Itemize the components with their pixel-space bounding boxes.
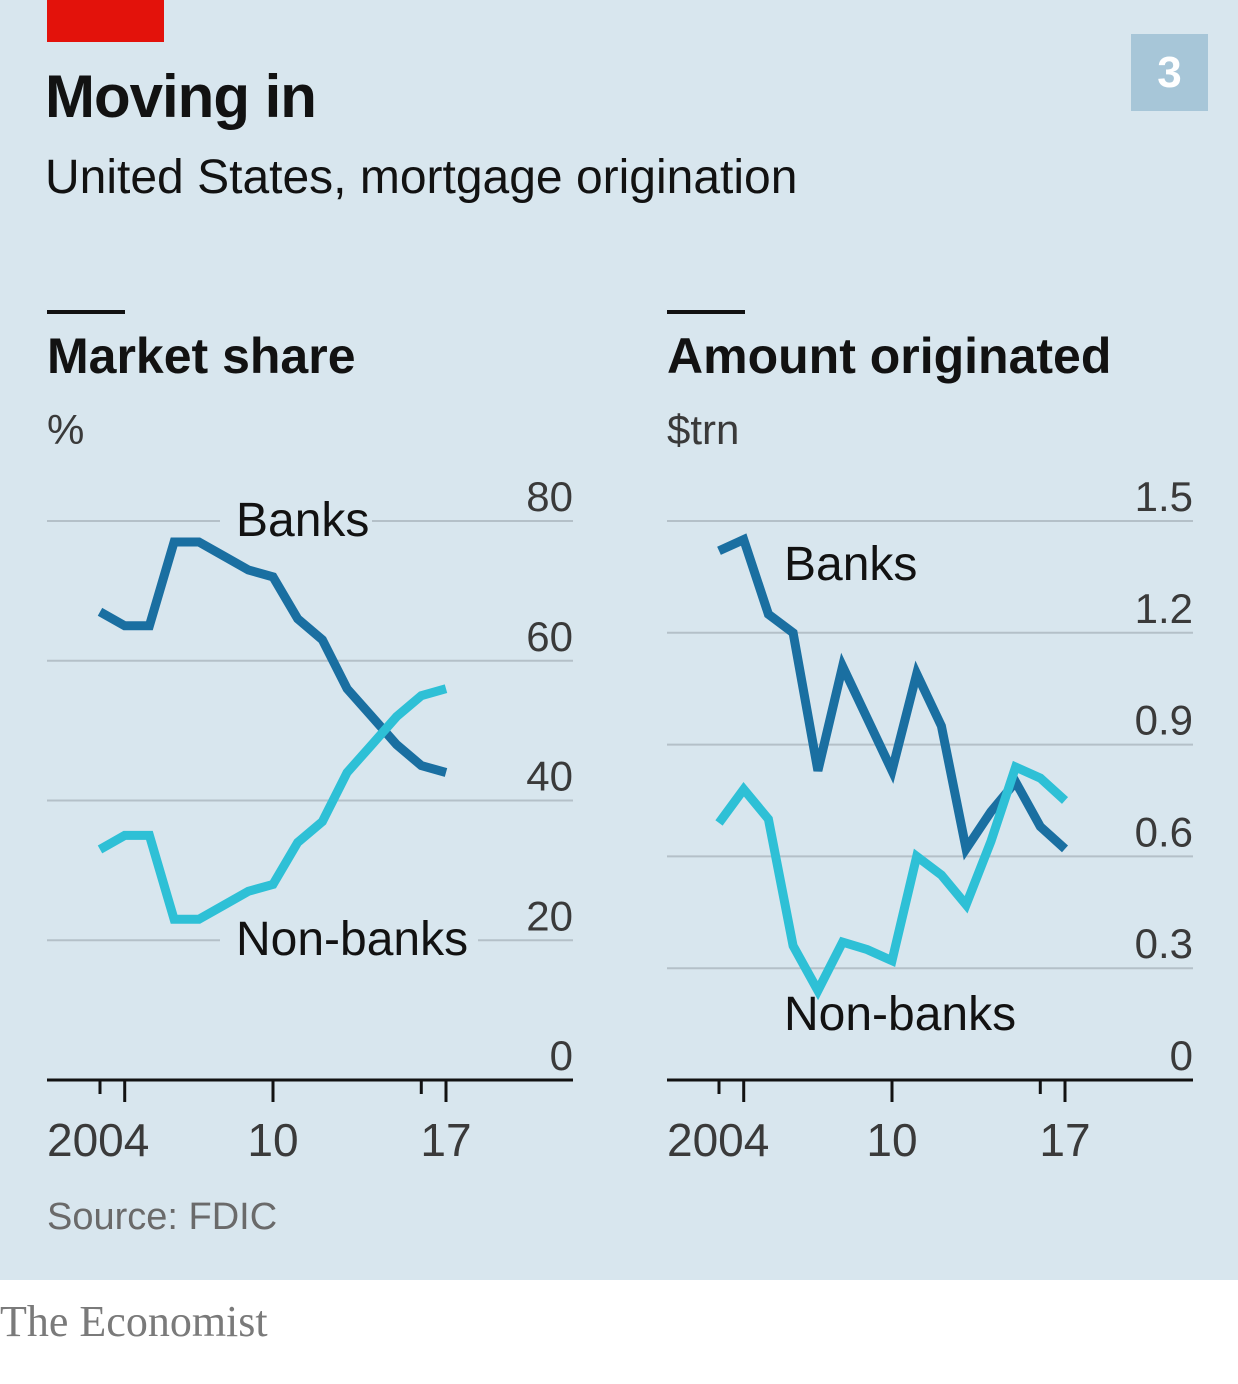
- panel2-nonbanks-label: Non-banks: [784, 988, 1016, 1041]
- brand-logo: The Economist: [0, 1297, 268, 1346]
- chart-subtitle: United States, mortgage origination: [45, 151, 798, 204]
- panel2-title-rule: [667, 310, 745, 314]
- panel1-y-tick-label: 20: [526, 892, 573, 939]
- panel1-title-rule: [47, 310, 125, 314]
- panel1-y-tick-label: 40: [526, 753, 573, 800]
- panel2-y-tick-label: 0.6: [1135, 808, 1193, 855]
- panel1-y-tick-label: 80: [526, 473, 573, 520]
- chart-panel: [0, 0, 1238, 1280]
- panel1-label-gap: [220, 517, 372, 525]
- panel2-y-tick-label: 1.2: [1135, 585, 1193, 632]
- panel2-y-tick-label: 1.5: [1135, 473, 1193, 520]
- panel2-banks-label: Banks: [784, 538, 917, 591]
- panel1-y-tick-label: 0: [550, 1032, 573, 1079]
- panel2-x-tick-label: 2004: [667, 1114, 769, 1166]
- panel1-nonbanks-label: Non-banks: [236, 913, 468, 966]
- panel2-y-tick-label: 0.3: [1135, 920, 1193, 967]
- red-accent-bar: [47, 0, 164, 42]
- panel2-unit-label: $trn: [667, 406, 739, 453]
- panel1-label-gap: [220, 936, 478, 944]
- chart-title: Moving in: [45, 63, 317, 130]
- panel1-x-tick-label: 2004: [47, 1114, 149, 1166]
- panel2-nonbanks-line: [715, 760, 1069, 1001]
- panel2-y-tick-label: 0: [1170, 1032, 1193, 1079]
- panel1-banks-label: Banks: [236, 494, 369, 547]
- panel1-x-tick-label: 17: [420, 1114, 471, 1166]
- panel2-y-tick-label: 0.9: [1135, 697, 1193, 744]
- panel1-banks-line: [97, 537, 448, 777]
- panel2-title: Amount originated: [667, 328, 1111, 384]
- panel1-y-tick-label: 60: [526, 613, 573, 660]
- chart-number-badge: 3: [1131, 34, 1208, 111]
- panel1-nonbanks-line: [97, 684, 448, 924]
- panel1-title: Market share: [47, 328, 356, 384]
- charts-canvas: Market share% 0 20 40 60 80 2004 10 17 Banks Non-b…: [47, 310, 1193, 1166]
- source-note: Source: FDIC: [47, 1196, 278, 1238]
- panel1-unit-label: %: [47, 406, 84, 453]
- panel1-x-tick-label: 10: [247, 1114, 298, 1166]
- panel2-x-tick-label: 10: [866, 1114, 917, 1166]
- panel2-x-tick-label: 17: [1039, 1114, 1090, 1166]
